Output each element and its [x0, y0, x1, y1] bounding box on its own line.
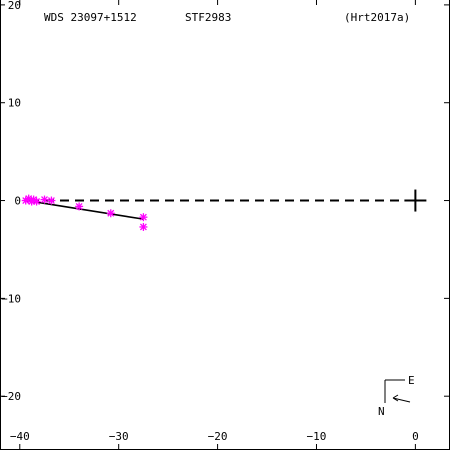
x-tick-label: −40 — [10, 430, 30, 443]
y-tick-label: 0 — [14, 195, 21, 208]
y-tick-labels: 20 10 0 −10 −20 — [1, 0, 21, 403]
observation-points — [21, 194, 148, 231]
x-tick-label: −20 — [208, 430, 228, 443]
observation-point — [40, 195, 49, 204]
reference-code: (Hrt2017a) — [344, 11, 410, 24]
y-tick-label: 10 — [8, 97, 21, 110]
x-tick-label: 0 — [412, 430, 419, 443]
asterisk-stroke — [41, 196, 48, 204]
observation-point — [32, 197, 41, 206]
compass-indicator: E N — [378, 374, 415, 418]
observation-point — [139, 222, 148, 231]
asterisk-stroke — [139, 213, 147, 221]
y-tick-label: 20 — [8, 0, 21, 12]
asterisk-stroke — [75, 202, 83, 210]
asterisk-stroke — [139, 223, 147, 231]
x-tick-label: −10 — [307, 430, 327, 443]
wds-id: WDS 23097+1512 — [44, 11, 137, 24]
orbit-fit-line — [26, 199, 144, 220]
y-tick-label: −20 — [1, 390, 21, 403]
observation-point — [47, 196, 56, 205]
asterisk-stroke — [47, 197, 55, 205]
motion-arrow-icon — [392, 394, 411, 403]
y-tick-label: −10 — [1, 292, 21, 305]
asterisk-stroke — [107, 209, 115, 217]
observation-point — [75, 202, 84, 211]
x-tick-labels: −40 −30 −20 −10 0 — [10, 430, 419, 443]
observation-point — [139, 213, 148, 222]
asterisk-stroke — [30, 196, 38, 204]
compass-north-label: N — [378, 405, 385, 418]
observation-point — [106, 209, 115, 218]
discoverer-code: STF2983 — [185, 11, 231, 24]
asterisk-stroke — [33, 198, 41, 205]
x-tick-label: −30 — [109, 430, 129, 443]
primary-star-marker — [404, 189, 427, 212]
compass-east-label: E — [408, 374, 415, 387]
